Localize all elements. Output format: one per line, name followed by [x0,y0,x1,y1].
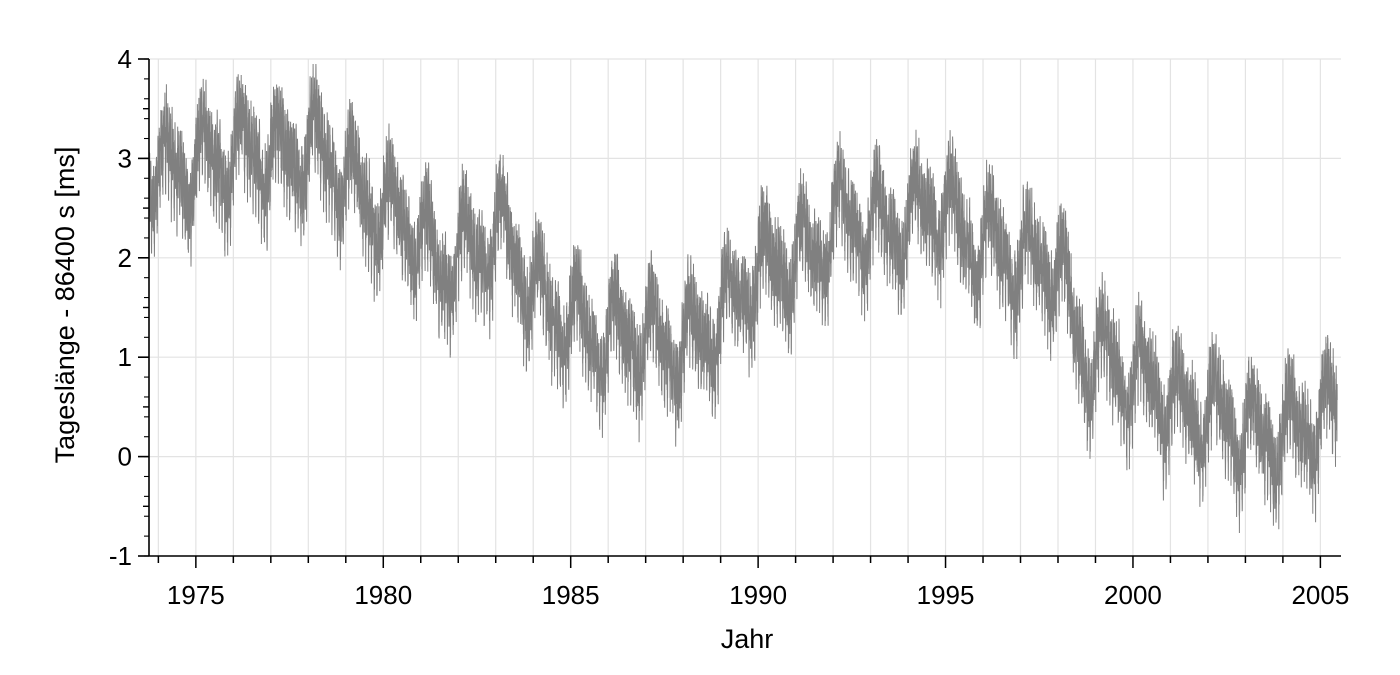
x-tick-label: 1990 [729,580,787,610]
x-tick-label: 2005 [1291,580,1349,610]
y-tick-label: 0 [118,442,132,472]
x-tick-label: 1980 [354,580,412,610]
x-tick-label: 1995 [917,580,975,610]
x-tick-label: 1975 [167,580,225,610]
x-tick-label: 1985 [542,580,600,610]
y-tick-label: -1 [109,541,132,571]
y-tick-label: 3 [118,143,132,173]
y-axis-label: Tageslänge - 86400 s [ms] [50,147,80,464]
series-line [148,63,1338,534]
y-tick-label: 4 [118,44,132,74]
series-layer [148,63,1338,534]
ticks: -1 0 1 2 3 4 1975 1980 1985 1990 1995 2000 2005 [109,44,1349,610]
y-tick-label: 1 [118,342,132,372]
y-tick-label: 2 [118,243,132,273]
x-axis-label: Jahr [721,624,774,654]
x-tick-label: 2000 [1104,580,1162,610]
